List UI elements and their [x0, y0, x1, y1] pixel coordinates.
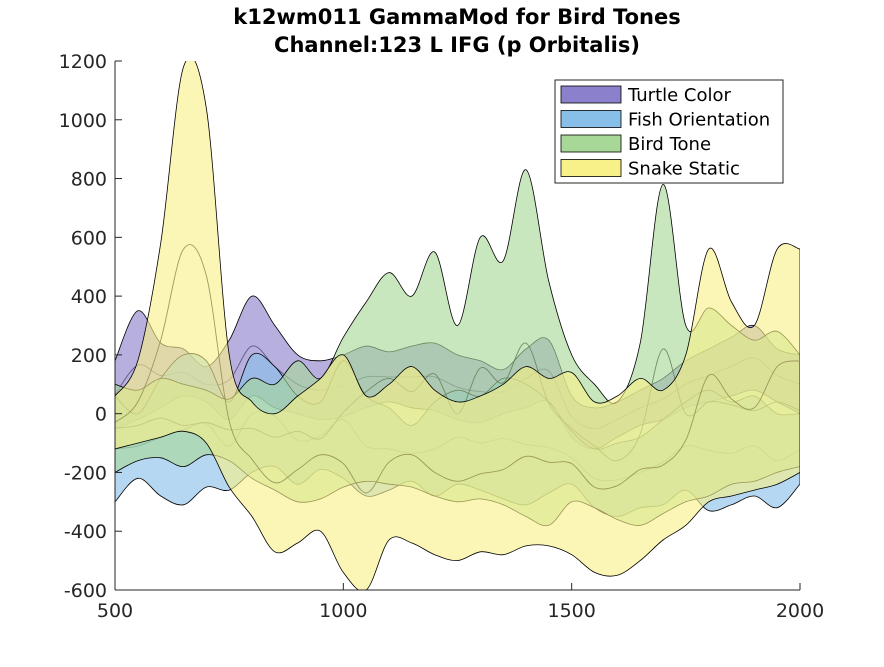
chart-subtitle: Channel:123 L IFG (p Orbitalis) — [274, 33, 640, 57]
series-band-snake-static — [115, 61, 800, 590]
y-tick-label: 800 — [71, 169, 107, 191]
legend-label-snake-static: Snake Static — [628, 159, 740, 180]
legend-swatch-turtle-color — [560, 85, 622, 104]
series-mean-snake-static — [115, 244, 800, 494]
x-tick-label: 500 — [97, 600, 133, 622]
legend-label-fish-orientation: Fish Orientation — [628, 110, 770, 131]
y-tick-label: -200 — [64, 462, 107, 484]
legend: Turtle Color Fish Orientation Bird Tone Sna… — [554, 79, 784, 184]
x-tick-label: 1000 — [319, 600, 367, 622]
plot-area — [115, 61, 800, 590]
legend-label-turtle-color: Turtle Color — [627, 85, 732, 106]
legend-swatch-bird-tone — [560, 134, 622, 153]
legend-label-bird-tone: Bird Tone — [628, 134, 711, 155]
chart-title: k12wm011 GammaMod for Bird Tones — [233, 5, 680, 29]
y-tick-label: 200 — [71, 345, 107, 367]
x-tick-label: 1500 — [547, 600, 595, 622]
y-tick-label: 0 — [95, 404, 107, 426]
x-tick-label: 2000 — [776, 600, 824, 622]
axes: -600 -400 -200 0 200 400 600 800 1000 1200 500 1000… — [59, 51, 825, 622]
y-tick-label: -600 — [64, 580, 107, 602]
y-tick-label: 1000 — [59, 110, 107, 132]
legend-swatch-snake-static — [560, 159, 622, 177]
y-tick-label: 600 — [71, 227, 107, 249]
y-tick-label: 400 — [71, 286, 107, 308]
legend-swatch-fish-orientation — [560, 110, 622, 128]
y-tick-label: -400 — [64, 521, 107, 543]
y-tick-label: 1200 — [59, 51, 107, 73]
